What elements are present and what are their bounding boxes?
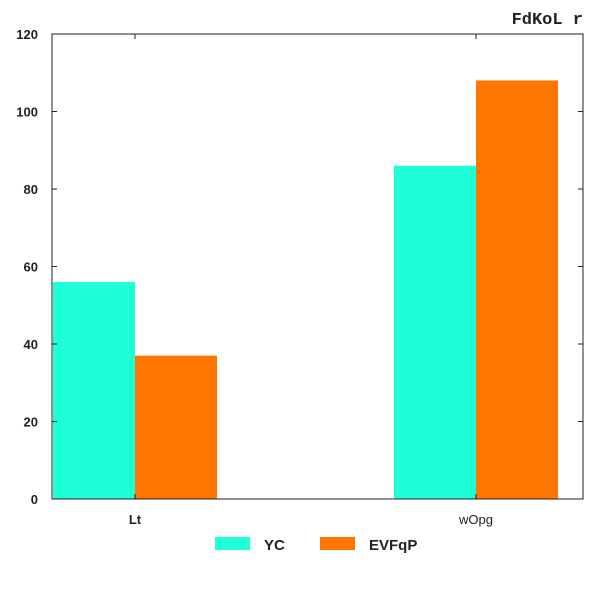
legend-swatch-EVFqP [320, 537, 355, 550]
chart-title: FdKoL r [512, 11, 583, 30]
legend-label-EVFqP: EVFqP [369, 537, 417, 554]
bar-EVFqP-wOpg [476, 80, 558, 499]
y-tick-label: 0 [31, 492, 38, 507]
legend: YC EVFqP [215, 537, 417, 554]
x-tick-label: wOpg [458, 512, 493, 527]
bar-EVFqP-Lt [135, 355, 217, 499]
x-tick-label: Lt [129, 512, 142, 527]
y-tick-label: 60 [24, 260, 38, 275]
bar-YC-wOpg [394, 165, 476, 499]
legend-swatch-YC [215, 537, 250, 550]
y-tick-label: 20 [24, 415, 38, 430]
y-tick-label: 80 [24, 182, 38, 197]
bars-layer [53, 80, 558, 499]
x-axis: Lt wOpg [129, 34, 493, 527]
y-axis: 0 20 40 60 80 100 120 [16, 27, 583, 507]
y-tick-label: 100 [16, 105, 38, 120]
y-tick-label: 120 [16, 27, 38, 42]
bar-YC-Lt [53, 282, 135, 499]
y-tick-label: 40 [24, 337, 38, 352]
legend-label-YC: YC [264, 537, 285, 554]
